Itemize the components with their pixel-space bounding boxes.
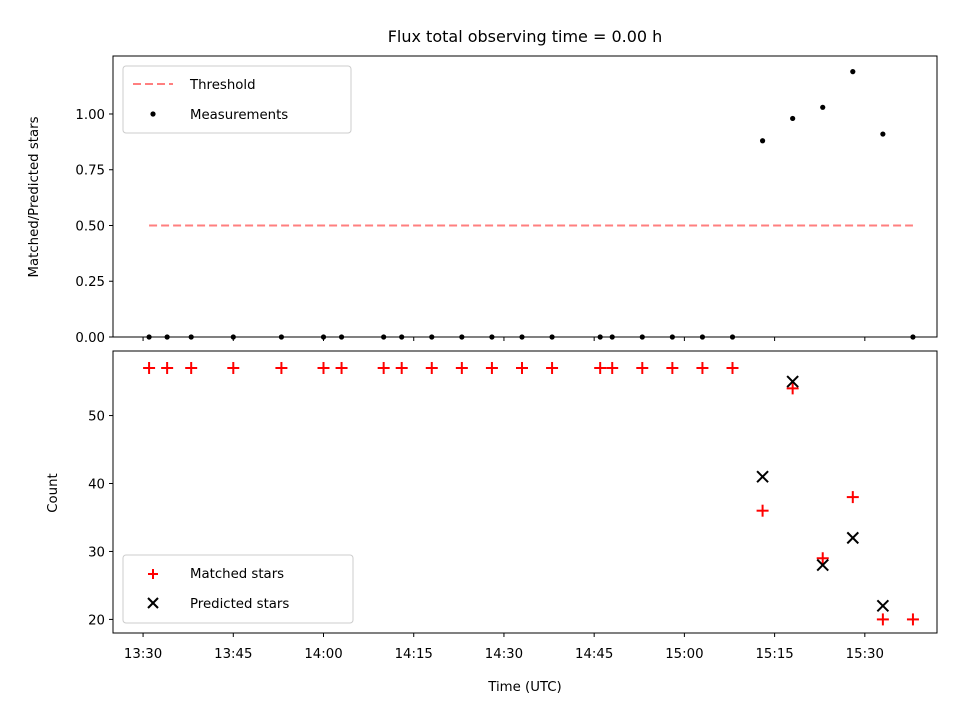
bottom-plot-area bbox=[143, 361, 919, 626]
matched-star-point bbox=[846, 491, 859, 504]
bottom-y-tick-label: 20 bbox=[88, 613, 105, 628]
predicted-star-point bbox=[756, 470, 769, 483]
matched-star-point bbox=[317, 361, 330, 374]
top-axes-frame bbox=[112, 55, 938, 338]
top-legend-box bbox=[122, 65, 352, 134]
matched-star-point bbox=[636, 361, 649, 374]
bottom-y-tick-label: 50 bbox=[88, 410, 105, 425]
matched-star-point bbox=[906, 613, 919, 626]
measurement-point bbox=[820, 104, 826, 110]
legend-predicted-marker bbox=[147, 597, 159, 609]
legend-predicted-label: Predicted stars bbox=[190, 597, 289, 612]
x-tick-label: 15:30 bbox=[846, 647, 884, 662]
legend-threshold-label: Threshold bbox=[189, 78, 256, 93]
matched-star-point bbox=[515, 361, 528, 374]
measurement-point bbox=[759, 138, 766, 144]
legend-matched-marker bbox=[148, 569, 158, 579]
measurement-point bbox=[850, 69, 856, 75]
top-y-tick-label: 0.75 bbox=[75, 164, 105, 179]
x-axis-label: Time (UTC) bbox=[487, 680, 562, 695]
matched-star-point bbox=[377, 361, 390, 374]
top-y-tick-label: 0.50 bbox=[75, 219, 105, 234]
bottom-axis-ticks: 20 30 40 50 13:30 13:45 14:00 14:15 14:30 14:45 15… bbox=[88, 410, 884, 662]
x-tick-label: 14:00 bbox=[304, 647, 342, 662]
x-tick-label: 15:00 bbox=[665, 647, 703, 662]
top-y-axis-label: Matched/Predicted stars bbox=[27, 116, 42, 277]
top-panel: Flux total observing time = 0.00 h Match… bbox=[27, 27, 938, 346]
predicted-star-point bbox=[876, 599, 890, 613]
x-tick-label: 13:30 bbox=[124, 647, 162, 662]
bottom-y-tick-label: 30 bbox=[88, 545, 105, 560]
bottom-y-tick-label: 40 bbox=[88, 478, 105, 493]
matched-star-point bbox=[726, 361, 739, 374]
matched-star-point bbox=[185, 361, 198, 374]
matched-star-point bbox=[786, 382, 799, 395]
matched-star-point bbox=[876, 613, 889, 626]
matched-star-point bbox=[546, 361, 559, 374]
top-y-tick-label: 1.00 bbox=[75, 108, 105, 123]
matched-star-point bbox=[455, 361, 468, 374]
bottom-axes-frame bbox=[112, 350, 938, 634]
predicted-star-point bbox=[846, 531, 860, 545]
bottom-legend: Matched stars Predicted stars bbox=[122, 554, 354, 624]
matched-star-point bbox=[485, 361, 498, 374]
bottom-legend-box bbox=[122, 554, 354, 624]
matched-star-point bbox=[594, 361, 607, 374]
matched-star-point bbox=[425, 361, 438, 374]
x-tick-label: 14:45 bbox=[575, 647, 613, 662]
x-tick-label: 13:45 bbox=[214, 647, 252, 662]
matched-star-point bbox=[275, 361, 288, 374]
x-tick-label: 14:30 bbox=[485, 647, 523, 662]
matched-star-point bbox=[816, 552, 829, 565]
matched-star-point bbox=[335, 361, 348, 374]
top-y-tick-label: 0.25 bbox=[75, 275, 105, 290]
matched-star-point bbox=[666, 361, 679, 374]
matched-star-point bbox=[143, 361, 156, 374]
matched-star-point bbox=[227, 361, 240, 374]
matched-star-point bbox=[756, 504, 769, 517]
matched-star-point bbox=[395, 361, 408, 374]
matched-star-point bbox=[606, 361, 619, 374]
top-axis-ticks: 0.00 0.25 0.50 0.75 1.00 bbox=[75, 108, 866, 346]
x-tick-label: 14:15 bbox=[395, 647, 433, 662]
legend-measurements-marker bbox=[150, 111, 156, 117]
matched-star-point bbox=[696, 361, 709, 374]
predicted-star-point bbox=[786, 375, 799, 388]
matched-star-point bbox=[161, 361, 174, 374]
bottom-y-axis-label: Count bbox=[46, 473, 61, 513]
x-tick-label: 15:15 bbox=[755, 647, 793, 662]
measurement-point bbox=[790, 115, 796, 122]
top-panel-title: Flux total observing time = 0.00 h bbox=[388, 27, 663, 46]
predicted-star-point bbox=[816, 558, 829, 572]
measurement-point bbox=[880, 131, 886, 137]
bottom-panel: Count Time (UTC) 20 30 40 50 13:30 13:45 14:00… bbox=[46, 350, 938, 695]
top-y-tick-label: 0.00 bbox=[75, 331, 105, 346]
legend-matched-label: Matched stars bbox=[190, 567, 284, 582]
top-legend: Threshold Measurements bbox=[122, 65, 352, 134]
legend-measurements-label: Measurements bbox=[190, 108, 288, 123]
